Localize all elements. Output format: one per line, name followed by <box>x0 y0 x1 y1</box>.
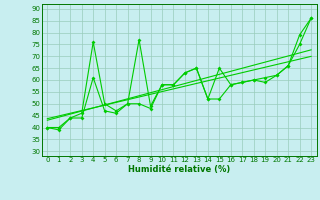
X-axis label: Humidité relative (%): Humidité relative (%) <box>128 165 230 174</box>
